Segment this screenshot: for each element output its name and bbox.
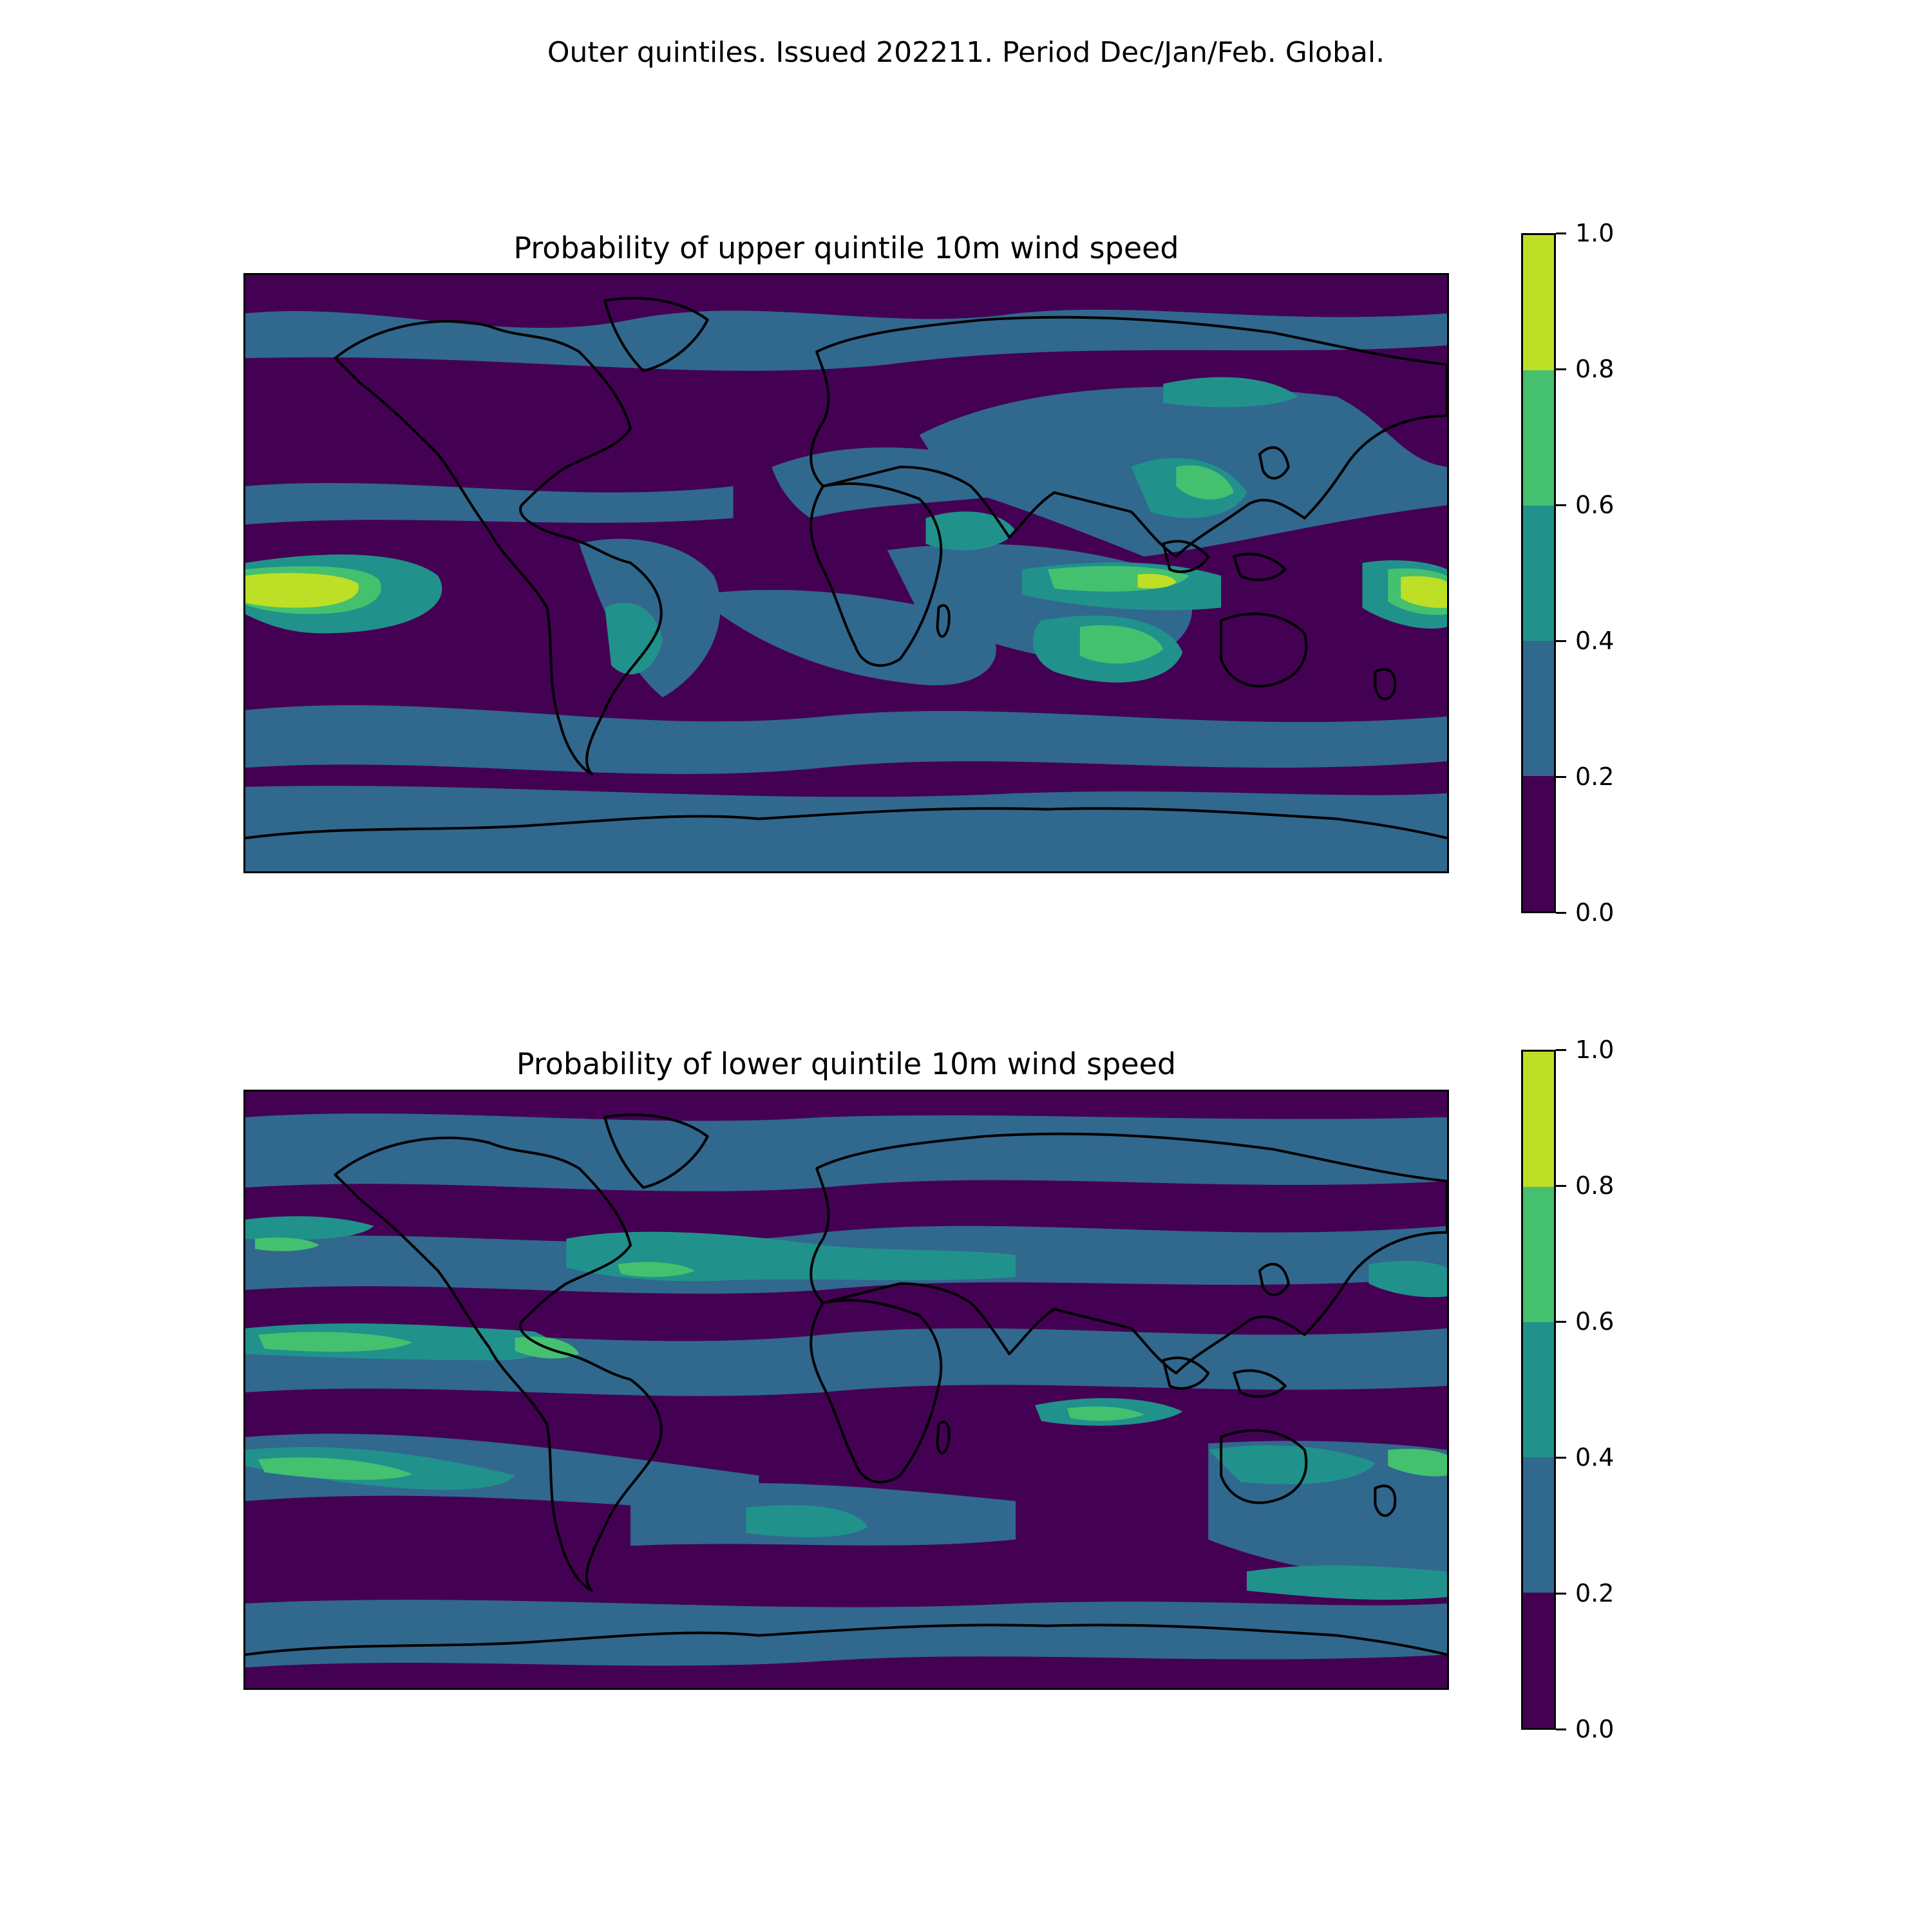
colorbar-upper-segment-0.4-0.6: [1523, 506, 1554, 641]
colorbar-upper-segment-0.6-0.8: [1523, 370, 1554, 506]
colorbar-upper-segment-0.0-0.2: [1523, 776, 1554, 911]
panel-title-upper: Probability of upper quintile 10m wind s…: [513, 231, 1179, 265]
colorbar-upper-tick-mark: [1556, 776, 1566, 778]
colorbar-upper-tick-label: 0.0: [1575, 898, 1615, 927]
probability-map-upper: [245, 275, 1447, 871]
colorbar-upper: [1521, 233, 1556, 913]
colorbar-lower-tick-mark: [1556, 1185, 1566, 1187]
colorbar-upper-tick-label: 1.0: [1575, 219, 1615, 247]
colorbar-lower-segment-0.0-0.2: [1523, 1593, 1554, 1728]
colorbar-upper-tick-label: 0.2: [1575, 762, 1615, 791]
colorbar-lower-segment-0.6-0.8: [1523, 1187, 1554, 1322]
probability-map-lower: [245, 1092, 1447, 1688]
colorbar-lower-tick-label: 1.0: [1575, 1036, 1615, 1064]
figure-title: Outer quintiles. Issued 202211. Period D…: [547, 36, 1385, 69]
colorbar-upper-tick-mark: [1556, 640, 1566, 642]
colorbar-upper-tick-mark: [1556, 912, 1566, 914]
colorbar-lower-tick-label: 0.0: [1575, 1715, 1615, 1743]
colorbar-upper-tick-mark: [1556, 232, 1566, 234]
colorbar-lower-segment-0.4-0.6: [1523, 1322, 1554, 1457]
colorbar-lower-tick-label: 0.8: [1575, 1171, 1615, 1200]
colorbar-upper-tick-mark: [1556, 504, 1566, 506]
colorbar-lower-tick-mark: [1556, 1593, 1566, 1595]
colorbar-lower: [1521, 1050, 1556, 1730]
colorbar-lower-tick-label: 0.6: [1575, 1307, 1615, 1336]
colorbar-upper-segment-0.2-0.4: [1523, 641, 1554, 776]
colorbar-lower-segment-0.8-1.0: [1523, 1052, 1554, 1187]
panel-title-lower: Probability of lower quintile 10m wind s…: [516, 1046, 1177, 1081]
map-lower-quintile: [243, 1090, 1449, 1690]
colorbar-lower-tick-mark: [1556, 1728, 1566, 1730]
colorbar-lower-tick-label: 0.4: [1575, 1443, 1615, 1472]
map-upper-quintile: [243, 273, 1449, 873]
colorbar-upper-segment-0.8-1.0: [1523, 235, 1554, 370]
colorbar-lower-tick-label: 0.2: [1575, 1579, 1615, 1607]
colorbar-upper-tick-label: 0.6: [1575, 491, 1615, 519]
colorbar-lower-tick-mark: [1556, 1049, 1566, 1051]
colorbar-lower-segment-0.2-0.4: [1523, 1457, 1554, 1593]
colorbar-upper-tick-label: 0.4: [1575, 627, 1615, 655]
colorbar-upper-tick-mark: [1556, 368, 1566, 370]
colorbar-upper-tick-label: 0.8: [1575, 355, 1615, 383]
colorbar-lower-tick-mark: [1556, 1321, 1566, 1323]
colorbar-lower-tick-mark: [1556, 1457, 1566, 1459]
